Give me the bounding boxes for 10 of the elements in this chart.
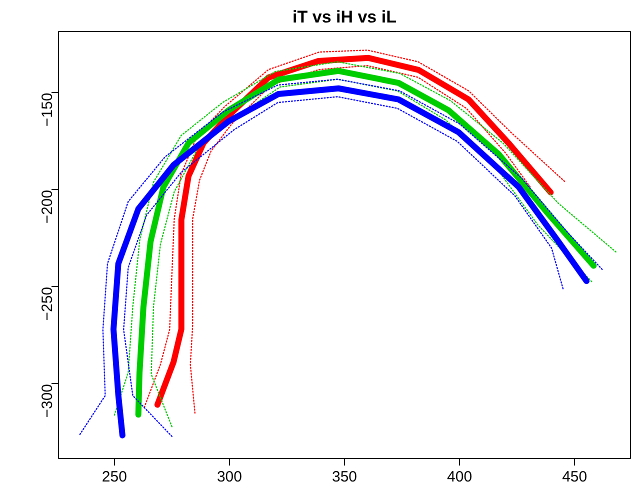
x-tick-label: 400 — [447, 468, 472, 486]
chart-title: iT vs iH vs iL — [292, 8, 396, 26]
x-tick-label: 300 — [216, 468, 242, 486]
x-tick-label: 450 — [562, 468, 588, 486]
x-tick-label: 250 — [102, 468, 127, 486]
x-tick-label: 350 — [332, 468, 358, 486]
y-tick-label: −250 — [39, 286, 56, 321]
y-tick-label: −200 — [39, 190, 56, 224]
y-tick-label: −300 — [39, 384, 56, 418]
y-tick-label: −150 — [39, 92, 56, 127]
